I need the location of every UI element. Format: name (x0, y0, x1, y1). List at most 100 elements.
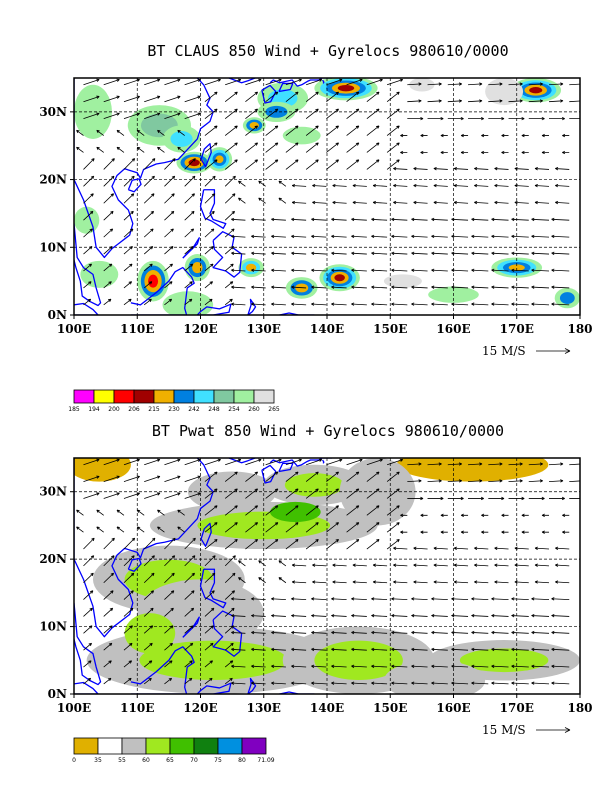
wind-vector (143, 625, 154, 634)
coastline-segment (228, 458, 261, 464)
wind-vector (332, 200, 347, 205)
x-tick-label: 150E (373, 322, 407, 336)
wind-vector (386, 159, 400, 170)
wind-vector (285, 108, 299, 119)
pwat-panel: BT Pwat 850 Wind + Gyrelocs 980610/0000 … (39, 422, 592, 764)
wind-vector (393, 183, 408, 188)
wind-vector (427, 462, 442, 466)
wind-vector (103, 458, 120, 466)
wind-vector (144, 458, 161, 466)
wind-vector (305, 471, 319, 482)
wind-vector (271, 614, 286, 618)
wind-vector (488, 99, 503, 103)
wind-vector (551, 302, 570, 306)
wind-vector (123, 95, 140, 103)
wind-vector (238, 197, 246, 204)
wind-vector (366, 78, 383, 86)
wind-vector (551, 597, 570, 601)
wind-vector (468, 82, 483, 86)
wind-vector (311, 681, 327, 685)
wind-vector (511, 217, 529, 222)
claus-coastline (74, 78, 333, 315)
wind-vector (440, 150, 448, 155)
coastline-segment (278, 462, 294, 473)
coastline-segment (268, 691, 315, 694)
wind-vector (531, 597, 550, 601)
wind-vector (351, 664, 367, 668)
wind-vector (413, 183, 428, 188)
wind-vector (225, 458, 242, 466)
wind-vector (291, 183, 307, 188)
wind-vector (103, 475, 120, 482)
wind-vector (245, 142, 259, 153)
wind-vector (204, 159, 218, 170)
wind-vector (501, 133, 509, 138)
wind-vector (311, 614, 327, 618)
wind-vector (431, 681, 448, 685)
wind-vector (204, 193, 216, 204)
wind-vector (371, 285, 388, 289)
wind-vector (143, 642, 153, 651)
wind-vector (366, 471, 380, 482)
wind-vector (204, 625, 214, 634)
wind-vector (312, 183, 327, 188)
wind-vector (491, 285, 509, 289)
wind-vector (144, 475, 161, 482)
wind-vector (391, 217, 408, 222)
wind-vector (224, 298, 233, 306)
wind-vector (551, 268, 570, 272)
x-tick-label: 170E (500, 322, 534, 336)
wind-vector (96, 509, 104, 516)
wind-vector (123, 492, 140, 499)
wind-vector (83, 537, 95, 550)
wind-vector (116, 129, 125, 136)
wind-vector (245, 91, 259, 103)
wind-vector (306, 458, 323, 466)
shading-blob (245, 263, 257, 272)
shading-blob (215, 155, 224, 164)
y-tick-label: 0N (48, 687, 67, 701)
wind-vector (184, 660, 193, 668)
wind-vector (471, 664, 489, 668)
wind-vector (481, 513, 489, 517)
wind-vector (103, 228, 114, 238)
wind-vector (123, 158, 136, 170)
wind-vector (103, 298, 112, 306)
wind-vector (531, 681, 550, 685)
wind-vector (251, 234, 266, 239)
wind-vector (184, 228, 195, 238)
wind-vector (184, 210, 195, 221)
wind-vector (136, 129, 145, 136)
wind-vector (440, 530, 448, 534)
wind-vector (521, 133, 529, 138)
wind-vector (238, 180, 246, 187)
wind-vector (411, 285, 428, 289)
x-tick-label: 110E (120, 322, 154, 336)
wind-vector (331, 647, 347, 652)
wind-vector (204, 505, 218, 516)
wind-vector (326, 505, 339, 516)
wind-vector (548, 99, 564, 103)
wind-vector (351, 597, 367, 601)
wind-vector (371, 302, 388, 306)
wind-vector (143, 263, 153, 272)
wind-vector (184, 158, 196, 170)
wind-vector (164, 475, 181, 482)
shading-blob (339, 458, 416, 526)
wind-vector (508, 479, 523, 483)
x-tick-label: 180 (567, 701, 592, 715)
colorbar-label: 230 (168, 406, 180, 413)
wind-vector (245, 108, 259, 119)
wind-vector (431, 647, 448, 652)
colorbar-label: 248 (208, 406, 220, 413)
wind-vector (366, 108, 380, 119)
wind-vector (562, 150, 570, 155)
wind-vector (447, 479, 463, 483)
coastline-segment (269, 458, 333, 467)
x-tick-label: 170E (500, 701, 534, 715)
wind-vector (351, 217, 367, 222)
wind-vector (164, 263, 173, 272)
wind-vector (83, 677, 92, 685)
wind-vector (386, 125, 400, 136)
wind-vector (511, 234, 529, 239)
